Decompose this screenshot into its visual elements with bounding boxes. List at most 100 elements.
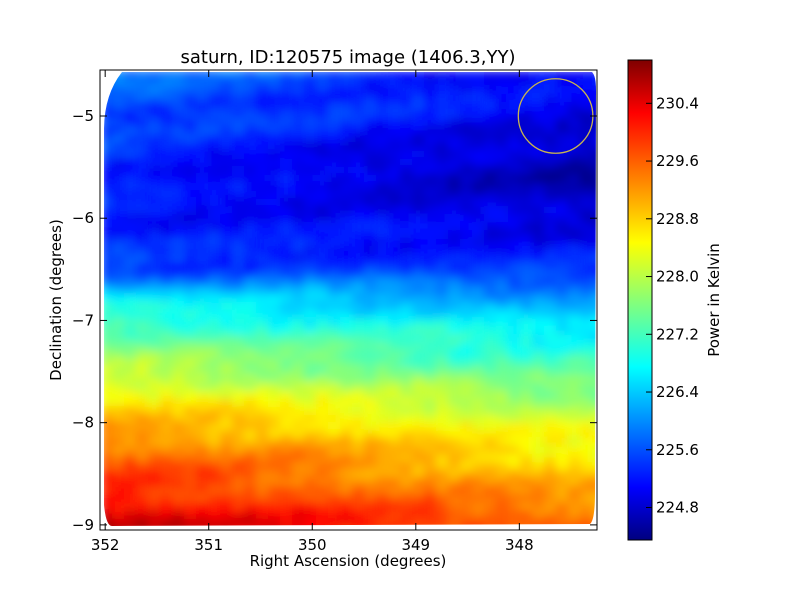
heat-cell (340, 158, 353, 167)
heat-cell (556, 134, 569, 143)
heat-cell (496, 414, 509, 423)
heat-cell (424, 478, 437, 487)
heat-cell (496, 398, 509, 407)
heat-cell (268, 510, 281, 519)
heat-cell (592, 142, 596, 151)
heat-cell (520, 478, 533, 487)
heat-cell (160, 78, 173, 87)
heat-cell (184, 102, 197, 111)
heat-cell (340, 390, 353, 399)
heat-cell (160, 238, 173, 247)
heat-cell (292, 246, 305, 255)
heat-cell (304, 374, 317, 383)
heat-cell (104, 358, 113, 367)
heat-cell (280, 270, 293, 279)
heat-cell (280, 110, 293, 119)
heat-cell (544, 150, 557, 159)
heat-cell (148, 118, 161, 127)
heat-cell (340, 342, 353, 351)
heat-cell (352, 510, 365, 519)
heat-cell (424, 398, 437, 407)
heat-cell (148, 94, 161, 103)
heat-cell (232, 486, 245, 495)
heat-cell (520, 326, 533, 335)
heat-cell (196, 214, 209, 223)
heat-cell (196, 486, 209, 495)
heat-cell (568, 374, 581, 383)
heat-cell (268, 366, 281, 375)
heat-cell (400, 422, 413, 431)
heat-cell (124, 142, 137, 151)
heat-cell (232, 494, 245, 503)
heat-cell (448, 350, 461, 359)
heat-cell (244, 190, 257, 199)
heat-cell (136, 326, 149, 335)
heat-cell (184, 110, 197, 119)
heat-cell (508, 518, 521, 526)
heat-cell (568, 390, 581, 399)
heat-cell (472, 222, 485, 231)
heat-cell (304, 326, 317, 335)
heat-cell (400, 94, 413, 103)
heat-cell (160, 110, 173, 119)
heat-cell (340, 446, 353, 455)
heat-cell (592, 422, 596, 431)
heat-cell (328, 94, 341, 103)
heat-cell (256, 86, 269, 95)
heat-cell (580, 214, 593, 223)
heat-cell (340, 470, 353, 479)
heat-cell (112, 78, 125, 87)
heat-cell (412, 414, 425, 423)
heat-cell (304, 174, 317, 183)
heat-cell (160, 398, 173, 407)
heat-cell (412, 134, 425, 143)
heat-cell (508, 318, 521, 327)
heat-cell (484, 374, 497, 383)
heat-cell (424, 438, 437, 447)
heat-cell (412, 110, 425, 119)
heat-cell (148, 190, 161, 199)
heat-cell (568, 494, 581, 503)
heat-cell (556, 310, 569, 319)
heat-cell (436, 72, 449, 79)
heat-cell (244, 422, 257, 431)
heat-cell (544, 366, 557, 375)
heat-cell (172, 110, 185, 119)
heat-cell (352, 334, 365, 343)
heat-cell (376, 142, 389, 151)
heat-cell (172, 358, 185, 367)
heat-cell (148, 470, 161, 479)
heat-cell (244, 518, 257, 526)
heat-cell (376, 118, 389, 127)
heat-cell (196, 430, 209, 439)
heat-cell (148, 430, 161, 439)
heat-cell (136, 302, 149, 311)
heat-cell (364, 494, 377, 503)
heat-cell (136, 78, 149, 87)
colorbar (627, 59, 653, 541)
heat-cell (352, 142, 365, 151)
heat-cell (496, 430, 509, 439)
heat-cell (256, 318, 269, 327)
heat-cell (196, 150, 209, 159)
heat-cell (436, 398, 449, 407)
heat-cell (520, 166, 533, 175)
heat-cell (460, 414, 473, 423)
heat-cell (160, 470, 173, 479)
heat-cell (556, 238, 569, 247)
heat-cell (244, 310, 257, 319)
heat-cell (280, 510, 293, 519)
heat-cell (280, 230, 293, 239)
heat-cell (316, 110, 329, 119)
heat-cell (316, 398, 329, 407)
heat-cell (580, 198, 593, 207)
heat-cell (328, 110, 341, 119)
heat-cell (556, 158, 569, 167)
heat-cell (400, 118, 413, 127)
heat-cell (136, 166, 149, 175)
heat-cell (172, 470, 185, 479)
heat-cell (484, 510, 497, 519)
heat-cell (436, 198, 449, 207)
heat-cell (436, 230, 449, 239)
